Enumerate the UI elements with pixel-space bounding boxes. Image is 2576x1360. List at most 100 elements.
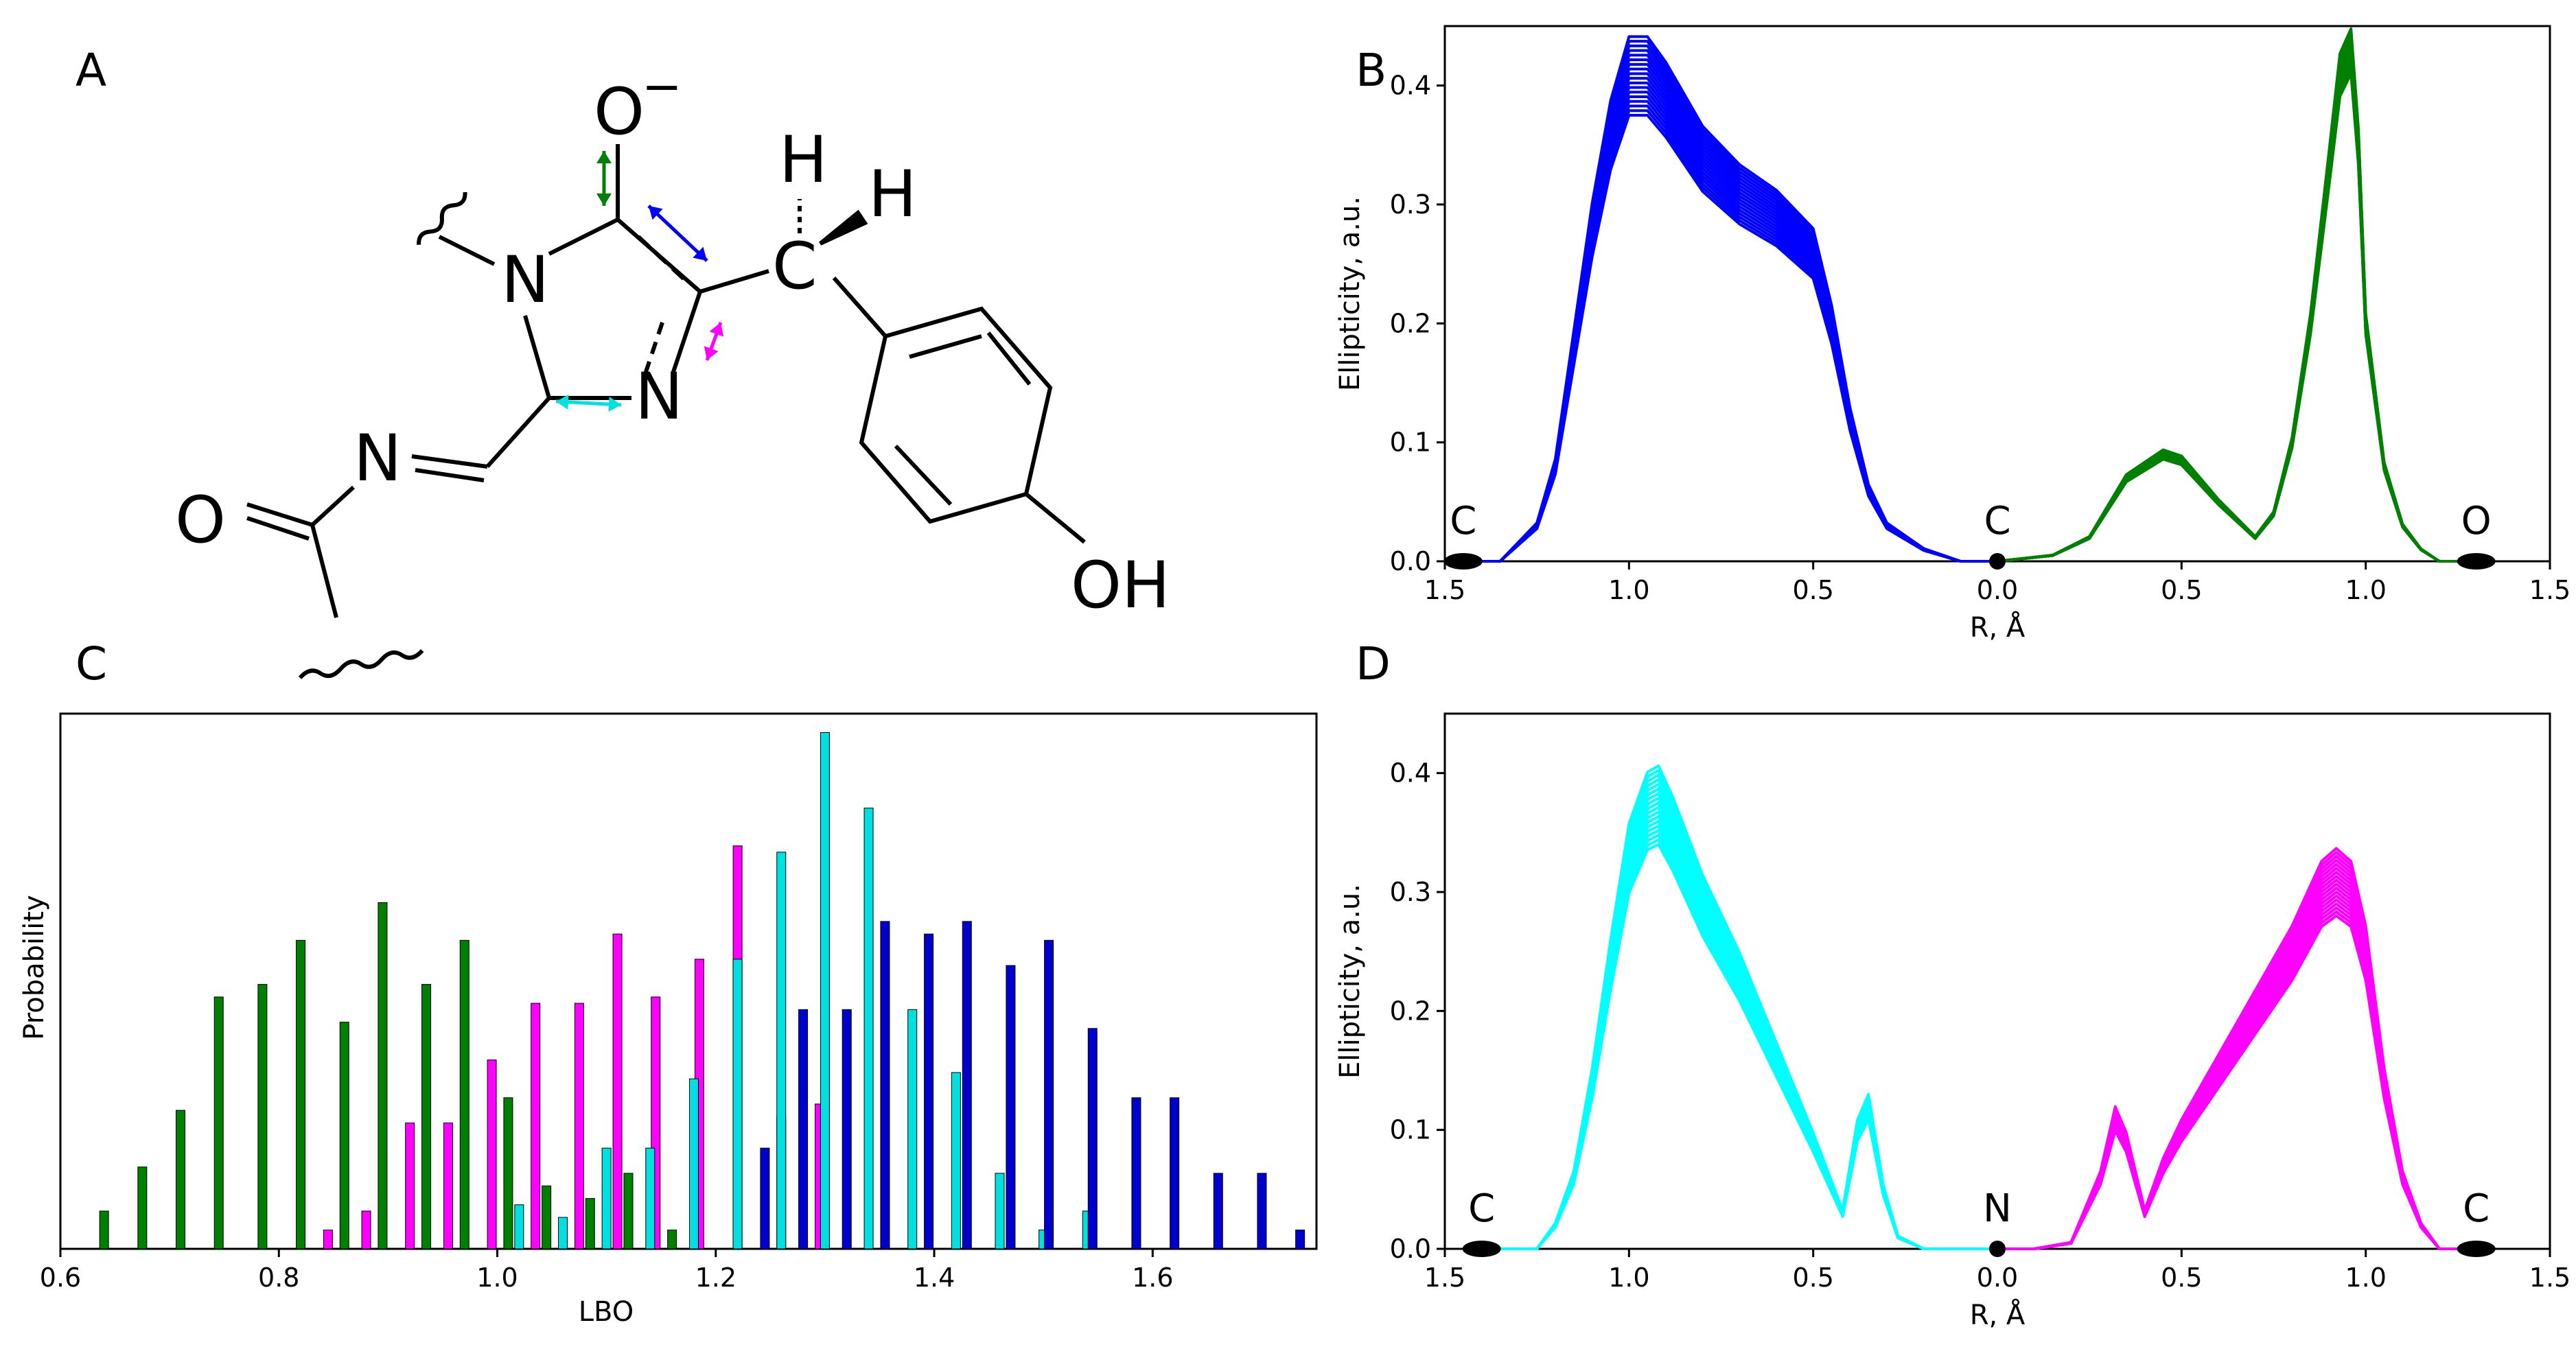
x-tick-label: 1.0: [2345, 575, 2386, 605]
atom-marker: [2457, 1241, 2496, 1257]
x-tick-label: 1.0: [476, 1263, 518, 1293]
series-line: [1997, 51, 2476, 563]
y-tick-label: 0.1: [1390, 1115, 1431, 1145]
series-line: [1997, 847, 2476, 1250]
bond-arrow-head-co-1: [596, 151, 612, 163]
bar: [213, 996, 224, 1250]
bar: [542, 1185, 552, 1250]
series-line: [1445, 40, 1997, 563]
x-tick-label: 0.0: [1977, 1263, 2018, 1293]
plot-frame: [59, 712, 1318, 1250]
bar: [1044, 939, 1054, 1250]
series-line: [1997, 35, 2476, 563]
series-line: [1481, 843, 1997, 1250]
atom-h-2: H: [868, 157, 917, 232]
bar: [257, 984, 268, 1250]
y-tick-label: 0.1: [1390, 427, 1431, 458]
x-tick-label: 1.4: [914, 1263, 955, 1293]
x-tick-label: 1.5: [1424, 575, 1465, 605]
bar: [421, 984, 432, 1250]
charge-minus: −: [642, 58, 682, 115]
series-line: [1997, 54, 2476, 563]
series-line: [1997, 906, 2476, 1250]
panel-label-d: D: [1356, 637, 1391, 690]
bar: [585, 1198, 595, 1250]
bond-arrow-head-cn2-1: [556, 394, 569, 410]
series-line: [1997, 56, 2476, 563]
bar: [798, 1009, 809, 1250]
bar: [531, 1003, 541, 1250]
series-line: [1997, 59, 2476, 563]
series-line: [1997, 878, 2476, 1250]
atom-label: N: [1983, 1186, 2012, 1231]
series-line: [1481, 806, 1997, 1250]
x-tick-label: 1.2: [695, 1263, 736, 1293]
x-tick-label: 0.8: [258, 1263, 299, 1293]
series-line: [1997, 45, 2476, 563]
bar: [776, 852, 787, 1250]
atom-label: C: [1468, 1186, 1495, 1231]
bar: [339, 1022, 349, 1250]
series-line: [1481, 834, 1997, 1250]
series-line: [1481, 764, 1997, 1250]
bond-arrows: [555, 151, 724, 412]
bar: [137, 1166, 148, 1250]
x-tick-label: 1.5: [2529, 1263, 2571, 1293]
atom-label: C: [2463, 1186, 2490, 1231]
y-tick-label: 0.2: [1390, 996, 1431, 1026]
bar: [1213, 1173, 1223, 1250]
series-line: [1997, 38, 2476, 563]
bond-arrow-head-cn1-1: [709, 323, 724, 337]
y-axis-label: Probability: [19, 895, 50, 1040]
y-tick-label: 0.0: [1390, 546, 1431, 576]
bar: [99, 1210, 109, 1250]
series-line: [1997, 40, 2476, 563]
bar: [405, 1122, 415, 1250]
series-line: [1481, 792, 1997, 1250]
x-tick-label: 0.0: [1977, 575, 2018, 605]
series-line: [1481, 824, 1997, 1250]
series-line: [1481, 815, 1997, 1250]
series-0: [1481, 764, 1997, 1250]
series-line: [1997, 882, 2476, 1250]
bar: [323, 1229, 333, 1250]
bar: [1131, 1097, 1141, 1250]
y-tick-label: 0.2: [1390, 308, 1431, 338]
x-tick-label: 0.5: [1792, 1263, 1833, 1293]
bar: [962, 921, 972, 1250]
series-line: [1481, 801, 1997, 1250]
atom-label: C: [1984, 499, 2010, 543]
x-tick-label: 1.0: [2345, 1263, 2386, 1293]
series-line: [1481, 778, 1997, 1250]
y-tick-label: 0.4: [1390, 758, 1431, 788]
atom-oh: OH: [1071, 548, 1170, 623]
bar: [995, 1173, 1005, 1250]
bar: [645, 1147, 655, 1250]
series-line: [1997, 64, 2476, 563]
bar: [667, 1229, 677, 1250]
chemical-structure: [246, 144, 1086, 679]
series-line: [1481, 787, 1997, 1250]
bar: [443, 1122, 453, 1250]
series-line: [1997, 72, 2476, 563]
x-axis-label: R, Å: [1970, 611, 2026, 644]
bar: [612, 933, 623, 1250]
y-tick-label: 0.3: [1390, 189, 1431, 220]
panel-label-a: A: [76, 44, 106, 97]
series-line: [1997, 894, 2476, 1250]
chart-panel-c: 0.6 0.8 1.0 1.2 1.4 1.6 LBO Probability: [19, 712, 1318, 1328]
series-line: [1997, 48, 2476, 563]
bar: [732, 959, 743, 1250]
series-3: [760, 921, 1306, 1250]
x-tick-label: 1.6: [1132, 1263, 1173, 1293]
atom-h-1: H: [779, 123, 828, 198]
y-tick-label: 0.4: [1390, 71, 1431, 101]
bond-arrow-head-co-0: [596, 194, 612, 206]
series-0: [1445, 35, 1997, 563]
series-line: [1445, 58, 1997, 563]
series-line: [1481, 819, 1997, 1250]
structure-labels: O − H H N N N O OH C: [175, 58, 1170, 623]
series-line: [1445, 35, 1997, 563]
series-line: [1445, 62, 1997, 563]
